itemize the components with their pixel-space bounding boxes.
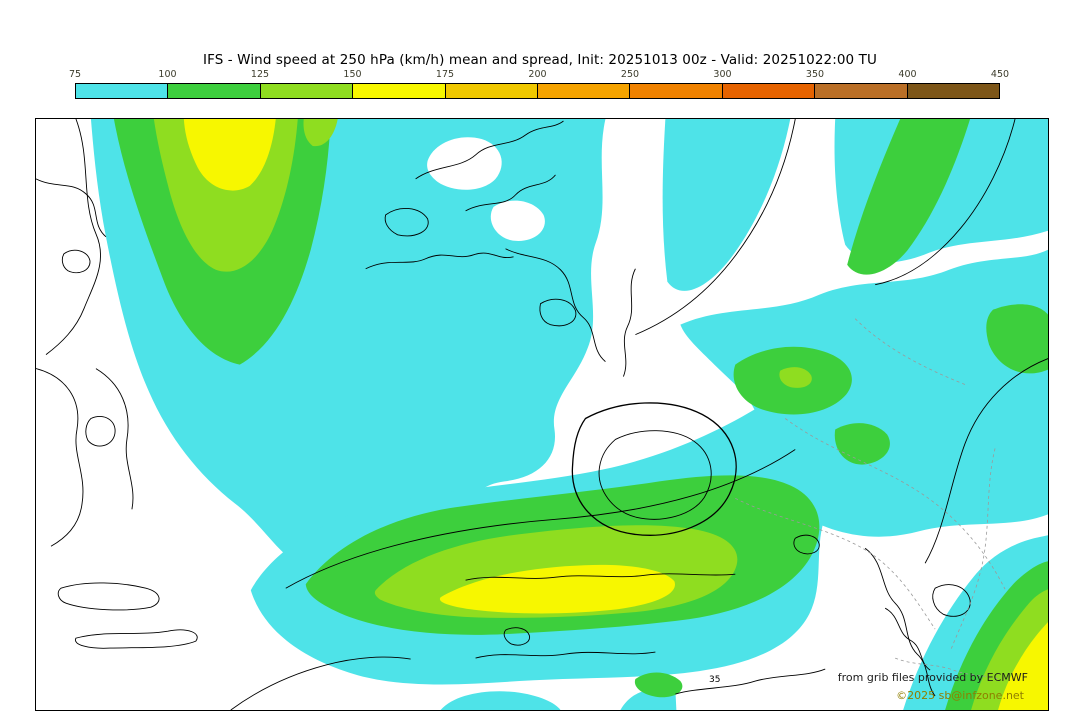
- dashed-contour: [735, 498, 936, 630]
- isoline-inner-loop: [598, 430, 712, 520]
- colorbar: 75 100 125 150 175 200 250 300 350 400 450: [69, 69, 1009, 99]
- island-outline: [75, 629, 198, 649]
- coastline: [45, 119, 101, 355]
- region-green-right-edge: [986, 304, 1048, 374]
- colorbar-tick: 175: [435, 69, 455, 80]
- dashed-contour: [895, 657, 1001, 681]
- island-outline: [503, 627, 530, 646]
- colorbar-segment: [722, 84, 816, 98]
- coastline: [864, 547, 936, 697]
- isoline-value-label: 35: [708, 675, 722, 685]
- spread-dashed-contours: [735, 318, 1006, 681]
- region-green-bottom-spot: [634, 672, 683, 698]
- isoline: [875, 119, 1016, 286]
- region-cyan-topright-band1: [662, 119, 791, 291]
- island-outline: [61, 249, 91, 274]
- dashed-contour: [785, 418, 1006, 590]
- region-green-east-patch2: [834, 423, 890, 465]
- colorbar-tick: 100: [158, 69, 177, 80]
- island-outline: [384, 208, 429, 237]
- attribution-copyright: ©2025 sb@infzone.net: [896, 689, 1024, 702]
- colorbar-segment: [168, 84, 261, 98]
- colorbar-tick: 250: [620, 69, 640, 80]
- coastline: [884, 607, 931, 671]
- isoline: [285, 449, 796, 589]
- colorbar-segment: [815, 84, 908, 98]
- colorbar-tick: 300: [713, 69, 732, 80]
- colorbar-segment: [630, 84, 723, 98]
- colorbar-segment: [353, 84, 446, 98]
- coastline: [36, 368, 84, 547]
- colorbar-tick: 75: [68, 69, 82, 80]
- coastline: [475, 651, 656, 659]
- coastline: [465, 573, 736, 581]
- isoline: [635, 119, 796, 336]
- map-area: 35 from grib files provided by ECMWF ©20…: [35, 118, 1049, 711]
- region-ygreen-corner-band: [971, 589, 1048, 710]
- colorbar-segment: [538, 84, 631, 98]
- wind-speed-fill-regions: [90, 119, 1048, 710]
- colorbar-tick: 350: [805, 69, 825, 80]
- coastline: [505, 248, 606, 362]
- coastlines-and-isolines: [36, 119, 1048, 710]
- isoline: [675, 668, 826, 695]
- coastline: [465, 174, 556, 212]
- coastline: [623, 268, 636, 377]
- dashed-contour: [950, 448, 996, 650]
- isoline-outer-loop: [571, 402, 737, 536]
- island-outline: [539, 298, 577, 327]
- colorbar-segment: [260, 84, 354, 98]
- island-outline: [793, 534, 820, 555]
- colorbar-segment: [907, 84, 1000, 98]
- colorbar-tick: 200: [528, 69, 547, 80]
- region-green-topright-band: [847, 119, 971, 275]
- colorbar-tick: 150: [343, 69, 362, 80]
- coastline: [365, 252, 514, 270]
- island-outline: [85, 416, 116, 447]
- region-ygreen-top-spot: [303, 119, 338, 147]
- colorbar-segment: [445, 84, 539, 98]
- coastline: [230, 656, 411, 710]
- attribution-ecmwf: from grib files provided by ECMWF: [837, 671, 1028, 684]
- region-cyan-east-mass: [680, 249, 1048, 537]
- region-yellow-corner: [998, 622, 1048, 710]
- dashed-contour: [854, 318, 966, 385]
- colorbar-ticks: 75 100 125 150 175 200 250 300 350 400 450: [69, 69, 1009, 82]
- region-ygreen-east-spot: [779, 367, 812, 388]
- colorbar-segments: [75, 83, 1000, 99]
- coastline: [415, 120, 564, 180]
- colorbar-tick: 400: [898, 69, 917, 80]
- page-title: IFS - Wind speed at 250 hPa (km/h) mean …: [203, 52, 877, 68]
- colorbar-segment: [76, 84, 169, 98]
- coastline: [36, 178, 107, 238]
- region-cyan-bottom-spot1: [440, 691, 561, 710]
- island-outline: [932, 584, 971, 617]
- coastline: [95, 368, 134, 510]
- isoline: [924, 358, 1048, 564]
- island-outline: [57, 582, 160, 611]
- colorbar-tick: 450: [990, 69, 1010, 80]
- white-inlet-2: [490, 200, 545, 241]
- region-yellow-northwest: [183, 119, 276, 191]
- wind-map-svg: [36, 119, 1048, 710]
- white-inlet-1: [427, 137, 502, 190]
- colorbar-tick: 125: [250, 69, 270, 80]
